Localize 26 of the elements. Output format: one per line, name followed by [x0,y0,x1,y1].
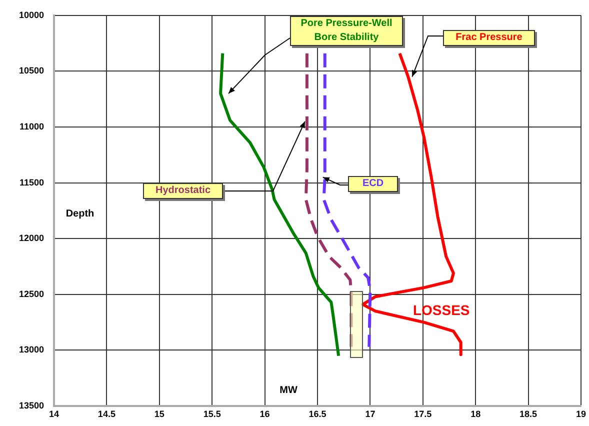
y-tick-label: 13000 [18,344,44,355]
x-tick-label: 15.5 [203,408,221,419]
x-tick-label: 16 [260,408,270,419]
x-tick-label: 19 [576,408,586,419]
x-tick-label: 17.5 [414,408,432,419]
callout-box: ECD [348,176,398,192]
callout-box: Hydrostatic [143,183,223,199]
y-tick-label: 10500 [18,66,44,76]
y-tick-label: 11500 [19,177,44,188]
y-tick-label: 10000 [18,10,44,20]
x-axis-title: MW [280,384,298,396]
x-tick-label: 14.5 [98,408,116,419]
x-tick-label: 17 [365,408,376,419]
callout-box: Frac Pressure [443,30,535,46]
y-tick-label: 11000 [19,121,44,132]
y-tick-label: 13500 [18,400,44,410]
x-tick-label: 16.5 [308,408,326,419]
x-tick-label: 18 [470,408,481,419]
x-tick-label: 15 [154,408,164,419]
y-axis-title: Depth [66,208,94,220]
y-tick-label: 12500 [18,288,44,299]
x-tick-label: 18.5 [520,408,538,419]
line-series [304,52,353,348]
y-tick-label: 12000 [18,233,44,244]
x-tick-label: 14 [48,408,60,419]
callout-box: Pore Pressure-Well Bore Stability [290,16,403,46]
